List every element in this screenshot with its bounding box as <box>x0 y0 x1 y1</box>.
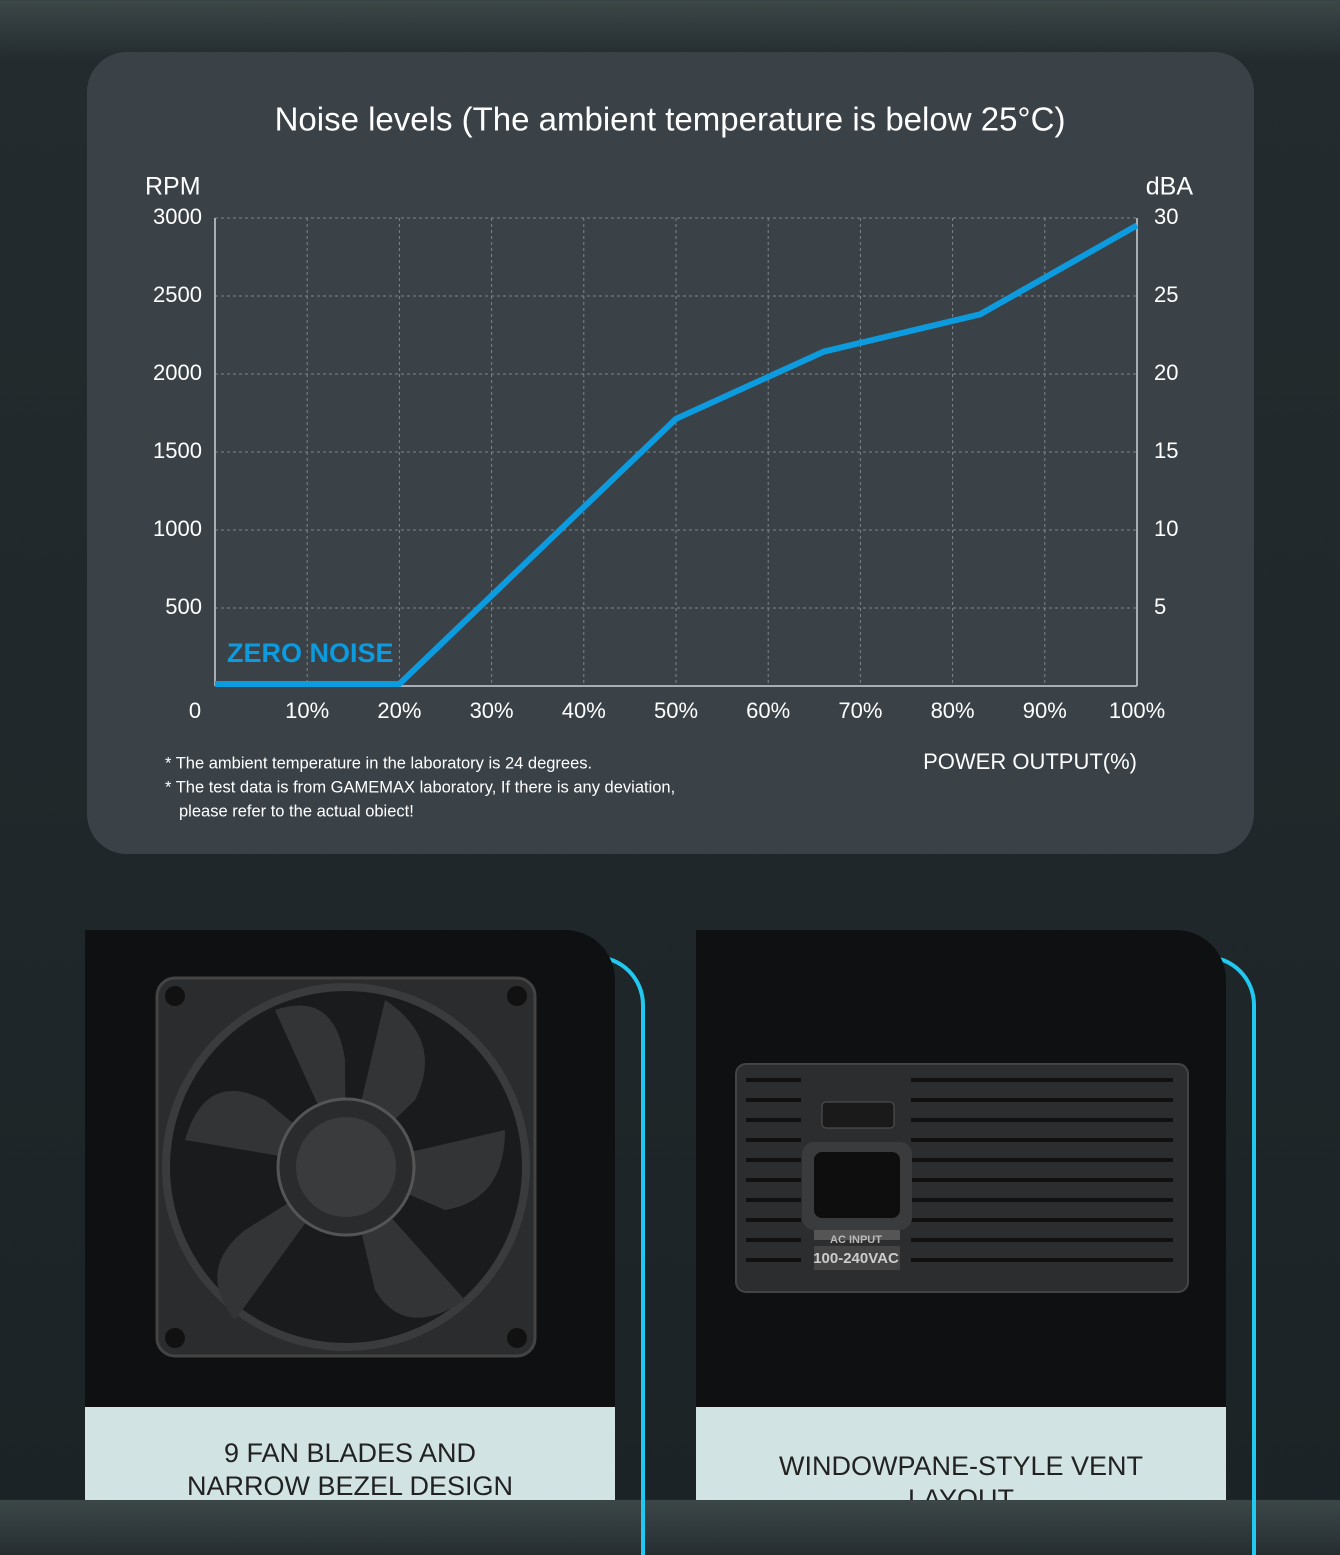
caption-line: WINDOWPANE-STYLE VENT <box>778 1451 1144 1481</box>
x-tick-label: 30% <box>470 698 514 723</box>
card: 9 FAN BLADES AND NARROW BEZEL DESIGN <box>85 930 615 1500</box>
note: * The test data is from GAMEMAX laborato… <box>165 778 675 796</box>
y-tick-label: 500 <box>165 594 202 619</box>
x-tick-label: 90% <box>1023 698 1067 723</box>
note: * The ambient temperature in the laborat… <box>165 754 592 772</box>
caption-line: LAYOUT <box>907 1484 1015 1500</box>
x-tick-label: 0 <box>189 698 201 723</box>
fan-illustration <box>155 976 537 1358</box>
y2-axis-label: dBA <box>1146 173 1194 201</box>
x-tick-label: 20% <box>377 698 421 723</box>
y2-tick-label: 5 <box>1154 594 1166 619</box>
y-tick-label: 2000 <box>153 360 202 385</box>
data-line <box>215 222 1139 687</box>
x-tick-label: 10% <box>285 698 329 723</box>
chart: Noise levels (The ambient temperature is… <box>87 52 1254 854</box>
x-tick-label: 60% <box>746 698 790 723</box>
caption-line: 9 FAN BLADES AND <box>223 1438 477 1468</box>
y-tick-label: 1500 <box>153 438 202 463</box>
y2-tick-label: 30 <box>1154 204 1178 229</box>
y2-tick-label: 25 <box>1154 282 1178 307</box>
chart-title: Noise levels (The ambient temperature is… <box>275 101 1066 138</box>
x-tick-label: 40% <box>562 698 606 723</box>
caption-line: NARROW BEZEL DESIGN <box>186 1471 514 1500</box>
y2-tick-label: 10 <box>1154 516 1178 541</box>
x-axis-label: POWER OUTPUT(%) <box>923 749 1137 774</box>
note: please refer to the actual obiect! <box>179 802 414 820</box>
chart-panel <box>87 52 1254 854</box>
card-caption: 9 FAN BLADES AND NARROW BEZEL DESIGN <box>85 1407 615 1500</box>
psu-illustration: AC INPUT 100-240VAC <box>735 1063 1189 1293</box>
y2-tick-label: 15 <box>1154 438 1178 463</box>
y2-tick-label: 20 <box>1154 360 1178 385</box>
x-tick-label: 50% <box>654 698 698 723</box>
y-tick-label: 1000 <box>153 516 202 541</box>
card-image: AC INPUT 100-240VAC <box>696 930 1226 1407</box>
x-tick-label: 70% <box>838 698 882 723</box>
image-label: 100-240VAC <box>813 1250 899 1267</box>
card-caption: WINDOWPANE-STYLE VENT LAYOUT <box>696 1407 1226 1500</box>
y-tick-label: 2500 <box>153 282 202 307</box>
x-tick-label: 100% <box>1109 698 1165 723</box>
card-image <box>85 930 615 1407</box>
y-tick-label: 3000 <box>153 204 202 229</box>
card: AC INPUT 100-240VAC WINDOWPANE-STYLE VEN… <box>696 930 1226 1500</box>
annotation: ZERO NOISE <box>227 638 394 668</box>
y-axis-label: RPM <box>145 173 201 201</box>
x-tick-label: 80% <box>931 698 975 723</box>
image-label: AC INPUT <box>830 1234 882 1246</box>
